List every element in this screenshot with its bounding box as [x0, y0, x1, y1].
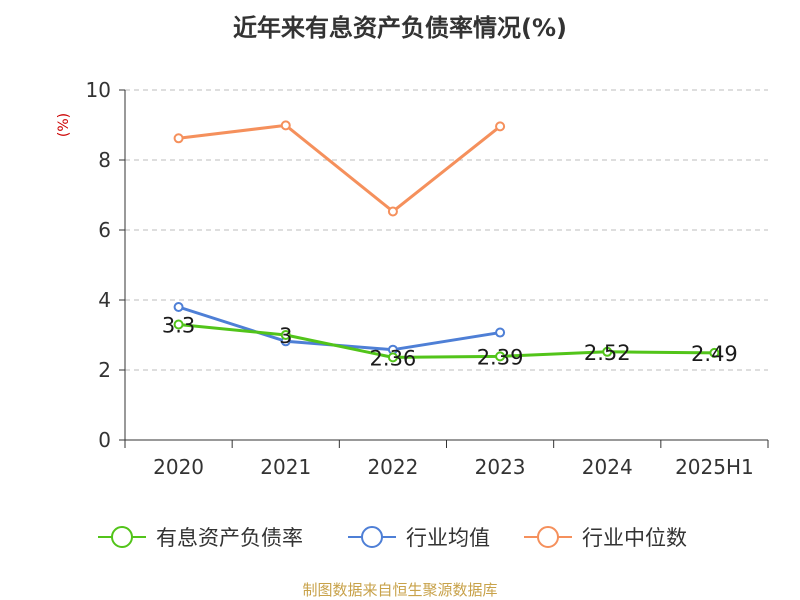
- data-point: [280, 120, 291, 131]
- series-line: [178, 123, 502, 213]
- y-tick-label: 8: [98, 148, 111, 172]
- y-tick-label: 0: [98, 428, 111, 452]
- legend-label: 有息资产负债率: [156, 526, 303, 550]
- legend: 有息资产负债率 行业均值 行业中位数: [0, 520, 800, 554]
- chart-title: 近年来有息资产负债率情况(%): [233, 14, 567, 42]
- x-tick-label: 2022: [367, 455, 418, 479]
- data-label: 2.39: [477, 345, 524, 369]
- data-label: 2.52: [584, 341, 631, 365]
- y-axis-unit-label: (%): [56, 113, 72, 137]
- legend-label: 行业中位数: [582, 526, 687, 550]
- legend-marker-icon: [98, 526, 146, 548]
- series-lines: [173, 120, 720, 363]
- data-point: [173, 133, 184, 144]
- data-point: [709, 347, 720, 358]
- x-tick-label: 2025H1: [675, 455, 754, 479]
- data-point: [173, 302, 184, 312]
- data-point: [495, 327, 506, 338]
- x-tick-label: 2024: [582, 455, 633, 479]
- legend-item-interest-bearing-debt-ratio[interactable]: 有息资产负债率: [96, 520, 303, 554]
- data-point: [280, 330, 291, 340]
- y-tick-label: 2: [98, 358, 111, 382]
- legend-marker-icon: [524, 526, 572, 548]
- legend-item-industry-median[interactable]: 行业中位数: [522, 520, 687, 554]
- legend-label: 行业均值: [406, 526, 490, 550]
- series-line: [178, 323, 715, 359]
- data-point: [173, 319, 184, 330]
- axes: 0 2 4 6 8 10 2020 2021 2022 2023 2024 2025H1 (%): [56, 78, 769, 479]
- data-point: [495, 121, 506, 132]
- data-labels: 3.3 3 2.36 2.39 2.52 2.49: [162, 314, 738, 371]
- data-label: 2.49: [691, 342, 738, 366]
- x-tick-label: 2023: [475, 455, 526, 479]
- x-tick-label: 2020: [153, 455, 204, 479]
- y-tick-label: 4: [98, 288, 111, 312]
- data-point: [495, 351, 506, 362]
- x-tick-label: 2021: [260, 455, 311, 479]
- legend-marker-icon: [348, 526, 396, 548]
- legend-item-industry-average[interactable]: 行业均值: [346, 520, 490, 554]
- y-tick-label: 6: [98, 218, 111, 242]
- data-point: [387, 206, 398, 217]
- data-label: 3.3: [162, 314, 195, 338]
- source-note: 制图数据来自恒生聚源数据库: [302, 581, 498, 599]
- gridlines: [125, 89, 768, 371]
- y-tick-label: 10: [86, 78, 111, 102]
- line-chart: 0 2 4 6 8 10 2020 2021 2022 2023 2024 2025H1 (%) 3.3…: [56, 78, 769, 479]
- data-point: [387, 352, 398, 363]
- data-label: 2.36: [370, 346, 417, 370]
- data-point: [602, 346, 613, 357]
- data-label: 3: [279, 324, 292, 348]
